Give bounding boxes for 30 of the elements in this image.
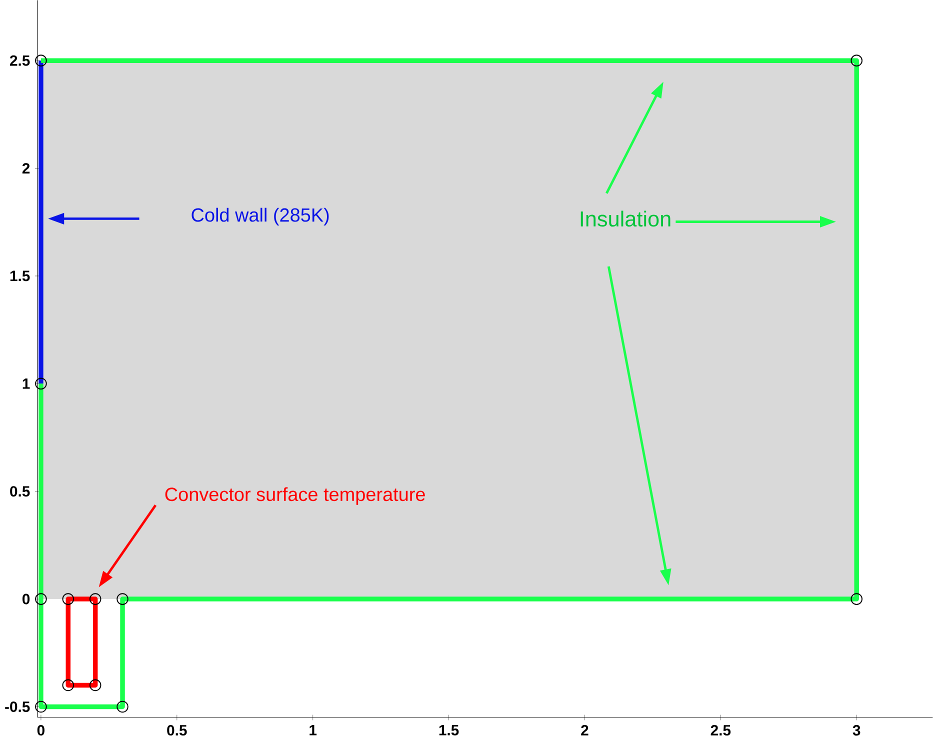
point (89, 679, 102, 692)
point (35, 54, 47, 66)
y-tick-label: 0.5 (10, 486, 30, 497)
point (35, 593, 47, 605)
y-tick-label: -0.5 (5, 701, 30, 712)
annotation: Cold wall (285K) (192, 208, 329, 226)
point (62, 593, 74, 605)
point (850, 54, 862, 66)
x-tick-label: 1 (310, 724, 317, 736)
line-series (38, 58, 859, 710)
x-tick-label: 0 (37, 724, 44, 736)
point (116, 593, 128, 605)
y-tick-label: 1.5 (10, 270, 30, 282)
x-tick-label: 1.5 (439, 724, 459, 736)
point (35, 700, 47, 713)
x-tick-label: 3 (852, 724, 860, 736)
x-tick-label: 0.5 (167, 724, 187, 736)
y-tick-label: 0 (22, 594, 30, 604)
y-tick-label: 2 (22, 163, 30, 174)
annotation: Insulation (580, 210, 670, 227)
point (116, 700, 128, 713)
point (850, 593, 862, 605)
point (62, 679, 74, 692)
x-tick-label: 2 (581, 724, 588, 736)
point (35, 378, 47, 390)
y-tick-label: 2.5 (10, 55, 30, 66)
x-tick-label: 2.5 (710, 724, 731, 736)
y-tick-label: 1 (22, 378, 30, 389)
annotation: Convector surface temperature (165, 487, 425, 505)
point (89, 593, 102, 605)
